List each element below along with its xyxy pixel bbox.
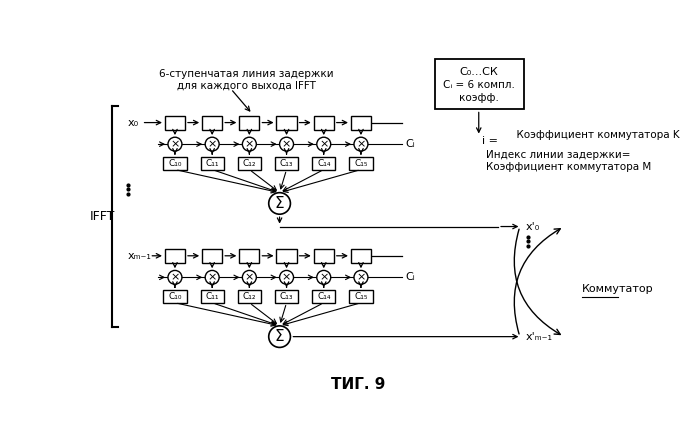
Text: IFFT: IFFT <box>90 210 115 222</box>
Text: ×: × <box>171 272 180 282</box>
Bar <box>351 115 371 130</box>
Text: Σ: Σ <box>275 196 284 211</box>
Text: Cᵢ: Cᵢ <box>405 272 415 282</box>
Bar <box>164 157 187 170</box>
Text: ×: × <box>282 139 291 149</box>
Bar <box>165 115 185 130</box>
Bar <box>164 290 187 303</box>
Text: ×: × <box>356 272 366 282</box>
Circle shape <box>243 270 257 284</box>
Text: ×: × <box>356 139 366 149</box>
Text: C₁₄: C₁₄ <box>317 292 331 301</box>
Bar <box>201 157 224 170</box>
Circle shape <box>168 137 182 151</box>
Bar <box>238 157 261 170</box>
Bar <box>202 249 222 263</box>
Circle shape <box>354 137 368 151</box>
Text: C₁₁: C₁₁ <box>206 159 219 168</box>
Bar <box>275 157 298 170</box>
Text: C₁₁: C₁₁ <box>206 292 219 301</box>
Bar <box>350 290 373 303</box>
Circle shape <box>280 270 294 284</box>
Bar <box>239 249 259 263</box>
Circle shape <box>268 326 290 347</box>
Text: C₁₀: C₁₀ <box>168 292 182 301</box>
Text: Коммутатор: Коммутатор <box>582 284 654 294</box>
Bar <box>239 115 259 130</box>
Bar <box>312 157 336 170</box>
Text: ×: × <box>245 139 254 149</box>
Bar <box>275 290 298 303</box>
Bar <box>314 249 334 263</box>
Circle shape <box>280 137 294 151</box>
Circle shape <box>206 137 219 151</box>
Text: x'₀: x'₀ <box>525 222 540 231</box>
Circle shape <box>354 270 368 284</box>
Text: C₁₄: C₁₄ <box>317 159 331 168</box>
Bar <box>435 59 524 110</box>
Text: Индекс линии задержки=
Коэффициент коммутатора М: Индекс линии задержки= Коэффициент комму… <box>487 150 651 172</box>
Bar <box>277 115 296 130</box>
Text: Cᵢ = 6 компл.: Cᵢ = 6 компл. <box>442 80 514 90</box>
Circle shape <box>168 270 182 284</box>
Text: Σ: Σ <box>275 329 284 344</box>
Circle shape <box>317 270 331 284</box>
Circle shape <box>206 270 219 284</box>
Circle shape <box>317 137 331 151</box>
Text: 6-ступенчатая линия задержки
для каждого выхода IFFT: 6-ступенчатая линия задержки для каждого… <box>159 69 333 90</box>
Text: C₀...CК: C₀...CК <box>459 67 498 77</box>
Bar <box>350 157 373 170</box>
Text: i =: i = <box>482 136 498 146</box>
Circle shape <box>268 193 290 214</box>
Bar <box>277 249 296 263</box>
Bar <box>165 249 185 263</box>
Text: x₀: x₀ <box>128 118 139 127</box>
Text: ×: × <box>245 272 254 282</box>
Text: ×: × <box>319 272 329 282</box>
Text: x'ₘ₋₁: x'ₘ₋₁ <box>525 332 552 341</box>
Text: ×: × <box>319 139 329 149</box>
Text: C₁₅: C₁₅ <box>354 159 368 168</box>
Text: Cᵢ: Cᵢ <box>405 139 415 149</box>
Text: ×: × <box>208 272 217 282</box>
Bar <box>351 249 371 263</box>
Text: коэфф.: коэфф. <box>459 93 498 103</box>
Bar <box>238 290 261 303</box>
Text: ×: × <box>282 272 291 282</box>
Text: C₁₃: C₁₃ <box>280 292 294 301</box>
Text: C₁₂: C₁₂ <box>243 292 256 301</box>
Text: ×: × <box>171 139 180 149</box>
Text: Коэффициент коммутатора K: Коэффициент коммутатора K <box>510 130 679 140</box>
Bar <box>312 290 336 303</box>
Bar <box>202 115 222 130</box>
Bar <box>314 115 334 130</box>
Bar <box>201 290 224 303</box>
Text: xₘ₋₁: xₘ₋₁ <box>128 251 152 261</box>
Text: C₁₂: C₁₂ <box>243 159 256 168</box>
Text: ×: × <box>208 139 217 149</box>
Text: C₁₅: C₁₅ <box>354 292 368 301</box>
Text: ΤИГ. 9: ΤИГ. 9 <box>331 377 385 392</box>
Circle shape <box>243 137 257 151</box>
Text: C₁₃: C₁₃ <box>280 159 294 168</box>
Text: C₁₀: C₁₀ <box>168 159 182 168</box>
